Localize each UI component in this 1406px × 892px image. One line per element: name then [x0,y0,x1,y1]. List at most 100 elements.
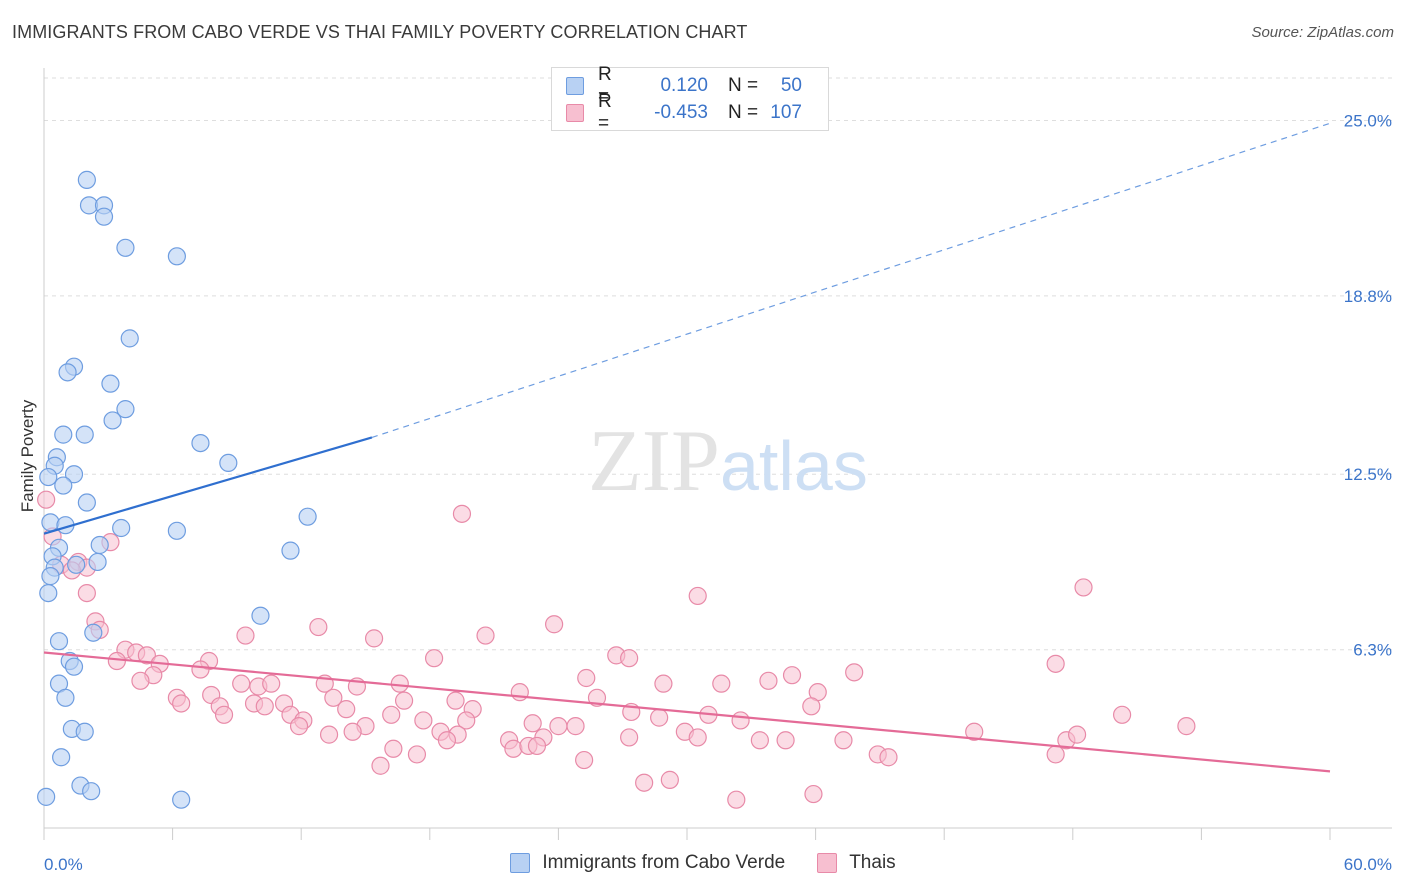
thais-point [437,731,457,750]
cabo-verde-point [64,657,84,676]
x-tick-label: 0.0% [44,855,83,874]
thais-point [262,674,281,693]
cabo-verde-point [94,207,114,226]
cabo-verde-point [41,513,60,532]
thais-point [1074,578,1093,597]
cabo-verde-point [251,606,270,625]
thais-point [289,717,309,736]
thais-point [650,708,669,727]
thais-point [776,731,795,750]
chart-title: IMMIGRANTS FROM CABO VERDE VS THAI FAMIL… [12,22,748,42]
legend-label: Thais [849,852,896,873]
cabo-verde-point [52,748,71,767]
cabo-verde-point [39,467,58,487]
thais-point [802,697,821,716]
legend-n-label: N = [728,102,759,123]
thais-point [476,626,495,645]
thais-point [965,722,984,741]
thais-point [446,691,465,710]
thais-point [309,617,328,637]
cabo-verde-point [298,507,317,526]
cabo-verde-trend-extension [371,122,1331,439]
thais-point [587,688,607,707]
cabo-verde-point [77,493,96,512]
thais-point [727,790,746,809]
legend-r-label: R = [598,91,612,134]
pink-swatch [817,853,838,873]
thais-point [319,725,339,744]
cabo-verde-point [101,374,120,393]
thais-trend-line [43,651,1331,773]
thais-point [654,674,673,693]
tick-labels: 6.3% 12.5% 18.8% 25.0% 0.0% 60.0% [44,111,1392,874]
thais-point [688,586,707,606]
thais-point [390,674,409,693]
cabo-verde-point [58,363,77,382]
thais-point [343,722,362,741]
legend-item-cabo-verde: Immigrants from Cabo Verde [510,852,785,874]
trend-lines [43,122,1331,773]
cabo-verde-point [112,518,131,538]
legend-item-thais: Thais [817,852,896,874]
thais-point [1046,654,1065,673]
blue-swatch [510,853,531,873]
cabo-verde-point [116,400,135,419]
cabo-verde-point [39,583,58,603]
cabo-verde-point [172,790,191,809]
thais-point [545,615,564,634]
watermark-atlas: atlas [720,427,868,505]
correlation-legend: R = 0.120 N = 50 R = -0.453 N = 107 [551,64,829,134]
y-tick-label: 6.3% [1353,641,1392,660]
cabo-verde-point [75,722,94,741]
thais-point [384,739,403,758]
x-tick-label: 60.0% [1344,855,1392,874]
grid-lines [44,77,1392,651]
cabo-verde-point [90,535,109,555]
thais-point [575,750,594,770]
thais-point [660,770,679,789]
thais-point [750,731,769,750]
cabo-verde-point [167,521,186,540]
cabo-verde-point [84,623,103,642]
cabo-verde-point [49,632,69,651]
thais-point [759,671,778,690]
thais-point [382,705,401,724]
y-tick-label: 18.8% [1344,287,1392,306]
cabo-verde-point [77,170,96,189]
thais-point [1067,725,1087,744]
cabo-verde-trend-line [43,436,373,535]
cabo-verde-point [88,552,107,572]
thais-point [137,646,156,665]
legend-r-value: -0.453 [654,102,708,123]
pink-swatch [566,104,584,122]
thais-point [1112,705,1132,724]
thais-point [107,651,126,671]
blue-swatch [566,77,584,95]
cabo-verde-point [56,688,75,707]
thais-point [457,711,476,730]
y-tick-label: 12.5% [1344,465,1392,484]
legend-n-value: 107 [770,102,802,123]
thais-point [414,711,433,730]
thais-point [337,700,356,719]
thais-point [324,688,343,707]
legend-r-label: R = [598,64,612,107]
cabo-verde-point [103,411,122,430]
thais-point [804,784,823,804]
cabo-verde-point [167,247,186,266]
thais-point [77,583,96,603]
cabo-verde-point [41,567,60,586]
thais-point [394,691,414,710]
thais-point [1177,717,1196,736]
thais-point [191,660,210,679]
cabo-verde-point [54,476,73,495]
thais-point [452,504,472,523]
thais-point [845,663,864,682]
thais-points [37,490,1196,809]
source-note: Source: ZipAtlas.com [1251,24,1394,41]
thais-point [214,705,234,724]
watermark-zip: ZIP [588,413,720,510]
thais-point [131,671,150,690]
legend-row-thais: R = -0.453 N = 107 [566,91,802,134]
thais-point [635,773,654,792]
